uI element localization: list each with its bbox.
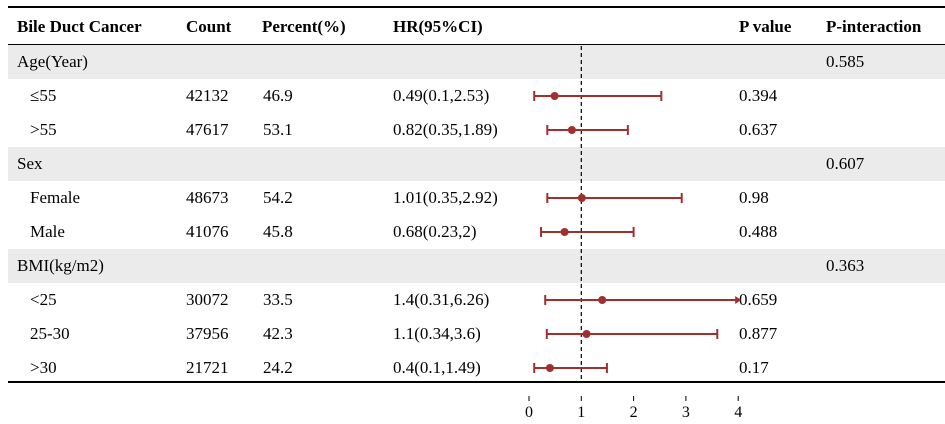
- count-cell: 42132: [186, 86, 229, 105]
- row-label: ≤55: [30, 86, 57, 105]
- pvalue-cell: 0.98: [739, 188, 769, 207]
- row-label: Female: [30, 188, 81, 207]
- x-tick-label: 2: [630, 404, 638, 421]
- row-label: Sex: [17, 154, 43, 173]
- pvalue-cell: 0.659: [739, 290, 778, 309]
- row-label: Age(Year): [17, 52, 88, 71]
- ci-arrow: [735, 296, 742, 304]
- group-row: [8, 249, 945, 283]
- hr-point: [598, 296, 607, 304]
- hr-cell: 1.4(0.31,6.26): [393, 290, 490, 309]
- hr-cell: 1.01(0.35,2.92): [393, 188, 498, 207]
- x-tick-label: 1: [577, 404, 585, 421]
- x-tick-label: 3: [682, 404, 690, 421]
- pvalue-cell: 0.637: [739, 120, 778, 139]
- pvalue-cell: 0.877: [739, 324, 778, 343]
- header-pinteraction: P-interaction: [826, 17, 922, 36]
- header-hr: HR(95%CI): [393, 17, 483, 36]
- row-label: Male: [30, 222, 65, 241]
- group-row: [8, 147, 945, 181]
- row-label: >30: [30, 358, 57, 377]
- count-cell: 30072: [186, 290, 229, 309]
- header-percent: Percent(%): [262, 17, 346, 36]
- percent-cell: 33.5: [263, 290, 293, 309]
- top-rule: [8, 6, 945, 8]
- hr-cell: 0.68(0.23,2): [393, 222, 477, 241]
- x-tick-label: 0: [525, 404, 533, 421]
- hr-cell: 0.49(0.1,2.53): [393, 86, 490, 105]
- row-label: BMI(kg/m2): [17, 256, 104, 275]
- row-label: >55: [30, 120, 57, 139]
- hr-point: [567, 126, 576, 134]
- count-cell: 41076: [186, 222, 229, 241]
- hr-point: [577, 194, 586, 202]
- pinteraction-cell: 0.585: [826, 52, 865, 71]
- pvalue-cell: 0.488: [739, 222, 778, 241]
- percent-cell: 24.2: [263, 358, 293, 377]
- row-label: 25-30: [30, 324, 70, 343]
- x-tick-label: 4: [734, 404, 742, 421]
- header-rule: [8, 44, 945, 45]
- hr-cell: 0.82(0.35,1.89): [393, 120, 498, 139]
- header-count: Count: [186, 17, 232, 36]
- count-cell: 47617: [186, 120, 229, 139]
- percent-cell: 53.1: [263, 120, 293, 139]
- bottom-rule: [8, 381, 945, 383]
- pinteraction-cell: 0.363: [826, 256, 865, 275]
- percent-cell: 46.9: [263, 86, 293, 105]
- hr-cell: 0.4(0.1,1.49): [393, 358, 481, 377]
- hr-point: [550, 92, 559, 100]
- hr-point: [545, 364, 554, 372]
- header-group: Bile Duct Cancer: [17, 17, 142, 36]
- percent-cell: 45.8: [263, 222, 293, 241]
- hr-point: [560, 228, 569, 236]
- count-cell: 48673: [186, 188, 229, 207]
- percent-cell: 42.3: [263, 324, 293, 343]
- count-cell: 37956: [186, 324, 229, 343]
- percent-cell: 54.2: [263, 188, 293, 207]
- hr-point: [582, 330, 591, 338]
- count-cell: 21721: [186, 358, 229, 377]
- pvalue-cell: 0.394: [739, 86, 778, 105]
- hr-cell: 1.1(0.34,3.6): [393, 324, 481, 343]
- group-row: [8, 45, 945, 79]
- row-label: <25: [30, 290, 57, 309]
- header-pvalue: P value: [739, 17, 792, 36]
- pvalue-cell: 0.17: [739, 358, 769, 377]
- pinteraction-cell: 0.607: [826, 154, 865, 173]
